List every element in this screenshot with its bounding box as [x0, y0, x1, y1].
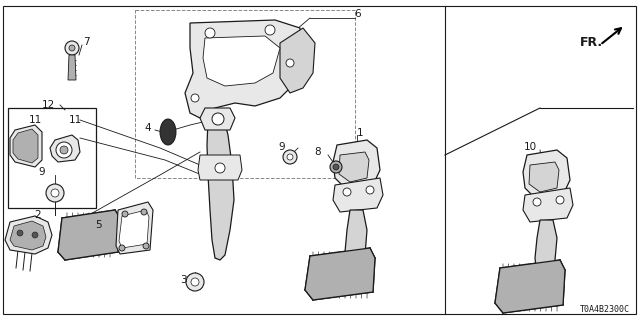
Circle shape — [46, 184, 64, 202]
Ellipse shape — [160, 119, 176, 145]
Polygon shape — [10, 221, 46, 250]
Text: T0A4B2300C: T0A4B2300C — [580, 306, 630, 315]
Polygon shape — [185, 20, 303, 118]
Polygon shape — [198, 155, 242, 180]
Circle shape — [186, 273, 204, 291]
Circle shape — [287, 154, 293, 160]
Circle shape — [191, 278, 199, 286]
Circle shape — [286, 59, 294, 67]
Circle shape — [32, 232, 38, 238]
Circle shape — [51, 189, 59, 197]
Text: 11: 11 — [28, 115, 42, 125]
Text: 1: 1 — [356, 128, 364, 138]
Polygon shape — [203, 36, 280, 86]
Circle shape — [60, 146, 68, 154]
Polygon shape — [50, 135, 80, 162]
Text: FR.: FR. — [580, 36, 603, 49]
Polygon shape — [58, 210, 120, 260]
Polygon shape — [333, 140, 380, 190]
Polygon shape — [10, 125, 42, 167]
Circle shape — [556, 196, 564, 204]
Text: 12: 12 — [42, 100, 54, 110]
Bar — [135, 10, 355, 178]
Polygon shape — [523, 150, 570, 200]
Circle shape — [533, 198, 541, 206]
Circle shape — [65, 41, 79, 55]
Polygon shape — [13, 129, 38, 163]
Polygon shape — [5, 216, 52, 254]
Circle shape — [330, 161, 342, 173]
Text: 10: 10 — [524, 142, 536, 152]
Polygon shape — [333, 178, 383, 212]
Polygon shape — [119, 210, 149, 248]
Text: 2: 2 — [35, 210, 42, 220]
Polygon shape — [339, 152, 369, 182]
Circle shape — [141, 209, 147, 215]
Circle shape — [56, 142, 72, 158]
Polygon shape — [345, 210, 367, 270]
Polygon shape — [529, 162, 559, 192]
Circle shape — [205, 28, 215, 38]
Polygon shape — [68, 55, 76, 80]
Text: 3: 3 — [180, 275, 186, 285]
Text: 7: 7 — [83, 37, 90, 47]
Bar — [8, 108, 96, 208]
Circle shape — [119, 245, 125, 251]
Polygon shape — [305, 248, 375, 300]
Circle shape — [265, 25, 275, 35]
Text: 11: 11 — [68, 115, 82, 125]
Circle shape — [343, 188, 351, 196]
Polygon shape — [200, 108, 235, 130]
Circle shape — [122, 211, 128, 217]
Text: 9: 9 — [38, 167, 45, 177]
Circle shape — [191, 94, 199, 102]
Circle shape — [333, 164, 339, 170]
Circle shape — [17, 230, 23, 236]
Text: 8: 8 — [315, 147, 321, 157]
Circle shape — [143, 243, 149, 249]
Polygon shape — [495, 260, 565, 313]
Polygon shape — [535, 220, 557, 278]
Polygon shape — [207, 110, 234, 260]
Polygon shape — [523, 188, 573, 222]
Text: 9: 9 — [278, 142, 285, 152]
Polygon shape — [116, 202, 153, 254]
Text: 6: 6 — [355, 9, 362, 19]
Polygon shape — [280, 28, 315, 93]
Circle shape — [283, 150, 297, 164]
Circle shape — [366, 186, 374, 194]
Circle shape — [215, 163, 225, 173]
Text: 5: 5 — [95, 220, 101, 230]
Text: 4: 4 — [145, 123, 151, 133]
Circle shape — [69, 45, 75, 51]
Circle shape — [212, 113, 224, 125]
